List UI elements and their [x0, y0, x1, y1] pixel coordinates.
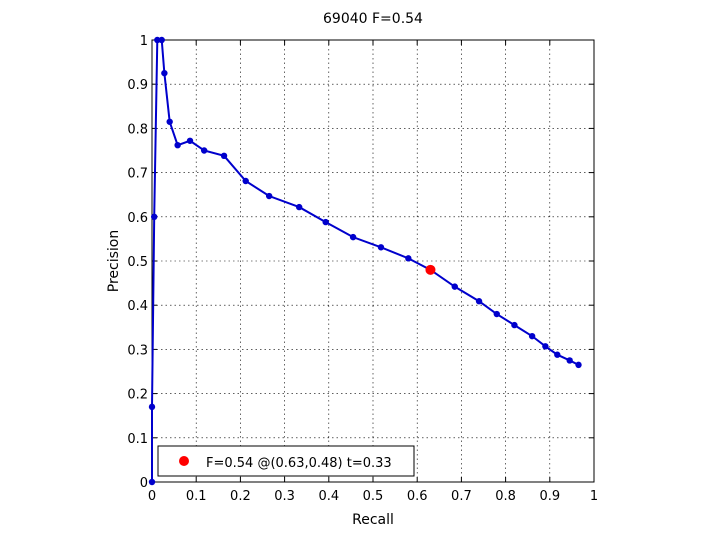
x-tick-label: 0.2 [230, 489, 251, 504]
data-point [566, 357, 573, 364]
y-tick-label: 0.3 [127, 343, 148, 358]
y-tick-label: 0.8 [127, 122, 148, 137]
legend-box [157, 445, 415, 477]
x-tick-label: 0.1 [186, 489, 207, 504]
series-line [151, 39, 579, 482]
x-tick-label: 0.8 [495, 489, 516, 504]
axis-ticks: 0 0.1 0.2 0.3 0.4 0.5 0.6 0.7 0.8 0.9 1 0 0.1 0.2 0.3 0… [127, 34, 598, 504]
x-tick-label: 0.6 [407, 489, 428, 504]
x-tick-label: 0 [148, 489, 156, 504]
data-point [242, 177, 249, 185]
legend-label: F=0.54 @(0.63,0.48) t=0.33 [206, 456, 392, 471]
data-point [511, 321, 518, 329]
y-tick-label: 0.4 [127, 299, 148, 314]
y-tick-label: 1 [140, 34, 148, 49]
x-axis-label: Recall [352, 512, 394, 528]
data-point [265, 192, 273, 200]
data-point [174, 141, 181, 149]
y-tick-label: 0 [140, 476, 148, 491]
data-point [493, 310, 500, 318]
x-tick-label: 1 [590, 489, 598, 504]
data-point [405, 255, 412, 262]
series-group [148, 36, 582, 486]
best-f-point [425, 264, 436, 275]
data-point [295, 203, 303, 211]
data-point [475, 298, 483, 305]
data-point [377, 244, 385, 251]
grid-lines [152, 40, 594, 482]
data-point [554, 351, 561, 358]
data-point [148, 403, 156, 411]
data-point [575, 361, 582, 369]
data-point [200, 147, 208, 154]
x-tick-label: 0.7 [451, 489, 472, 504]
x-tick-label: 0.4 [318, 489, 339, 504]
y-axis-label: Precision [106, 230, 122, 292]
data-point [528, 332, 536, 340]
data-point [322, 218, 329, 226]
data-point [349, 233, 357, 241]
x-tick-label: 0.9 [539, 489, 560, 504]
data-point [158, 36, 165, 44]
data-point [154, 36, 161, 44]
data-point [451, 283, 458, 290]
y-tick-label: 0.5 [127, 255, 148, 270]
y-tick-label: 0.7 [127, 167, 148, 182]
data-point [220, 152, 228, 160]
data-point [166, 118, 173, 125]
y-tick-label: 0.1 [127, 432, 148, 447]
legend-marker [179, 456, 189, 466]
y-tick-label: 0.9 [127, 78, 148, 93]
y-tick-label: 0.2 [127, 388, 148, 403]
x-tick-label: 0.5 [363, 489, 384, 504]
legend: F=0.54 @(0.63,0.48) t=0.33 [157, 445, 415, 477]
data-point [186, 137, 194, 144]
data-point [148, 478, 156, 486]
y-tick-label: 0.6 [127, 211, 148, 226]
data-point [151, 213, 158, 220]
data-point [161, 69, 168, 77]
data-point [542, 343, 549, 350]
chart-title: 69040 F=0.54 [323, 11, 423, 27]
x-tick-label: 0.3 [274, 489, 295, 504]
